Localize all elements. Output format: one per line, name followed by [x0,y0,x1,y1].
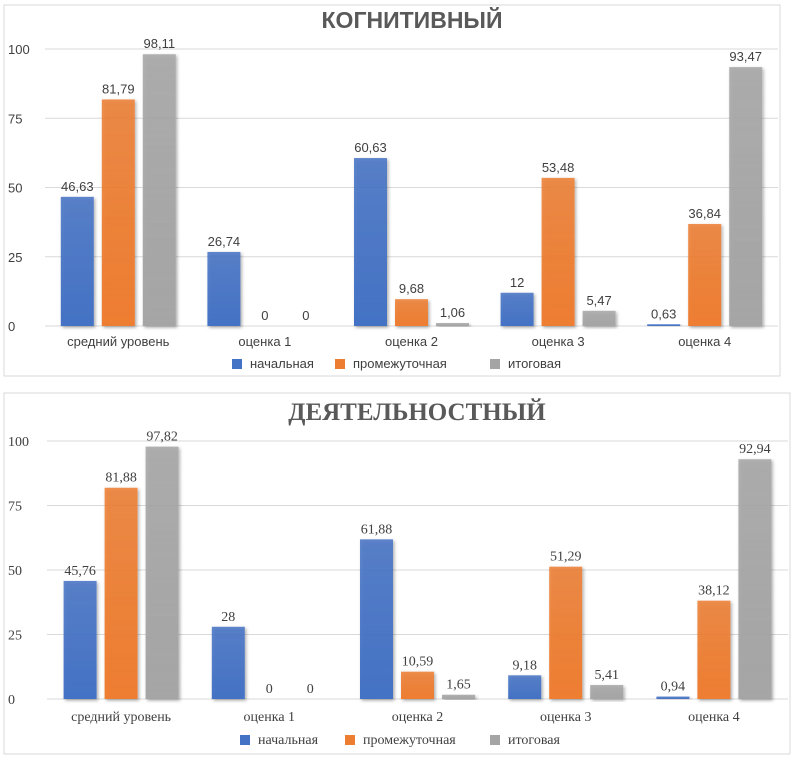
bar-1 [500,292,534,326]
data-label: 97,82 [146,430,178,445]
data-label: 9,18 [512,658,537,673]
y-tick-label: 75 [8,500,22,515]
data-label: 45,76 [64,564,96,579]
data-label: 46,63 [61,179,94,194]
data-label: 93,47 [729,49,762,64]
data-label: 28 [221,610,235,625]
legend-swatch [240,735,250,745]
data-label: 0 [302,308,309,323]
bar-1 [60,196,94,326]
bar-3 [142,54,176,327]
data-label: 51,29 [550,550,582,565]
data-label: 9,68 [399,281,424,296]
data-label: 61,88 [361,522,393,537]
category-label: оценка 3 [540,710,592,725]
bar-3 [590,685,624,699]
legend-label: начальная [250,356,314,371]
bar-1 [354,158,387,326]
data-label: 98,11 [144,36,176,51]
chart-title: ДЕЯТЕЛЬНОСТНЫЙ [288,398,546,426]
bar-1 [63,580,97,699]
data-label: 0 [261,308,268,323]
bar-2 [101,99,135,326]
category-label: средний уровень [71,710,171,725]
y-tick-label: 25 [8,250,22,265]
y-tick-label: 100 [8,42,30,57]
bar-3 [738,459,772,699]
data-label: 5,41 [594,668,619,683]
bar-2 [401,671,434,699]
legend-label: итоговая [508,356,561,371]
data-label: 81,79 [102,81,135,96]
bar-1 [360,539,393,699]
y-tick-label: 50 [8,181,22,196]
data-label: 26,74 [208,234,241,249]
data-label: 0 [307,682,314,697]
bar-2 [395,299,428,326]
legend-label: начальная [258,733,319,748]
legend-label: промежуточная [363,733,456,748]
bar-3 [145,446,179,699]
data-label: 0,63 [651,306,676,321]
data-label: 92,94 [739,442,771,457]
bar-1 [207,251,241,326]
bar-1 [508,675,542,699]
y-tick-label: 50 [8,564,22,579]
category-label: оценка 1 [244,710,296,725]
bar-3 [729,67,763,326]
y-tick-label: 0 [8,693,15,708]
data-label: 1,06 [440,305,465,320]
data-label: 1,65 [446,678,471,693]
chart-2: ДЕЯТЕЛЬНОСТНЫЙ 0 25 50 75 100 средний уровень 4… [3,392,791,755]
bar-2 [549,566,583,699]
category-label: оценка 4 [688,710,740,725]
bar-2 [688,223,722,326]
chart-title: КОГНИТИВНЫЙ [322,6,503,33]
legend-label: промежуточная [353,356,447,371]
category-label: оценка 2 [392,710,444,725]
category-label: оценка 1 [238,334,291,349]
bar-1 [211,626,245,699]
data-label: 81,88 [105,471,137,486]
legend-swatch [335,359,345,369]
bar-3 [436,323,469,326]
bar-2 [541,177,575,326]
data-label: 10,59 [402,655,434,670]
data-label: 12 [510,275,524,290]
data-label: 0 [266,682,273,697]
y-tick-label: 25 [8,629,22,644]
legend-swatch [490,359,500,369]
data-label: 38,12 [698,584,730,599]
y-tick-label: 100 [8,435,29,450]
legend-label: итоговая [508,733,560,748]
data-label: 0,94 [661,680,686,695]
chart-1: КОГНИТИВНЫЙ 0 25 50 75 100 средний уровень 46,6… [3,4,781,377]
legend-swatch [345,735,355,745]
data-label: 53,48 [542,160,575,175]
data-label: 5,47 [586,293,611,308]
data-label: 60,63 [354,140,387,155]
bar-2 [104,487,138,699]
bar-1 [647,324,681,326]
legend-swatch [232,359,242,369]
category-label: оценка 3 [532,334,585,349]
category-label: оценка 2 [385,334,438,349]
bar-3 [442,694,475,699]
bar-3 [582,310,616,326]
bar-1 [656,696,690,699]
category-label: средний уровень [67,334,170,349]
bar-2 [697,600,731,699]
y-tick-label: 0 [8,319,15,334]
legend-swatch [490,735,500,745]
data-label: 36,84 [688,206,721,221]
y-tick-label: 75 [8,111,22,126]
category-label: оценка 4 [678,334,731,349]
